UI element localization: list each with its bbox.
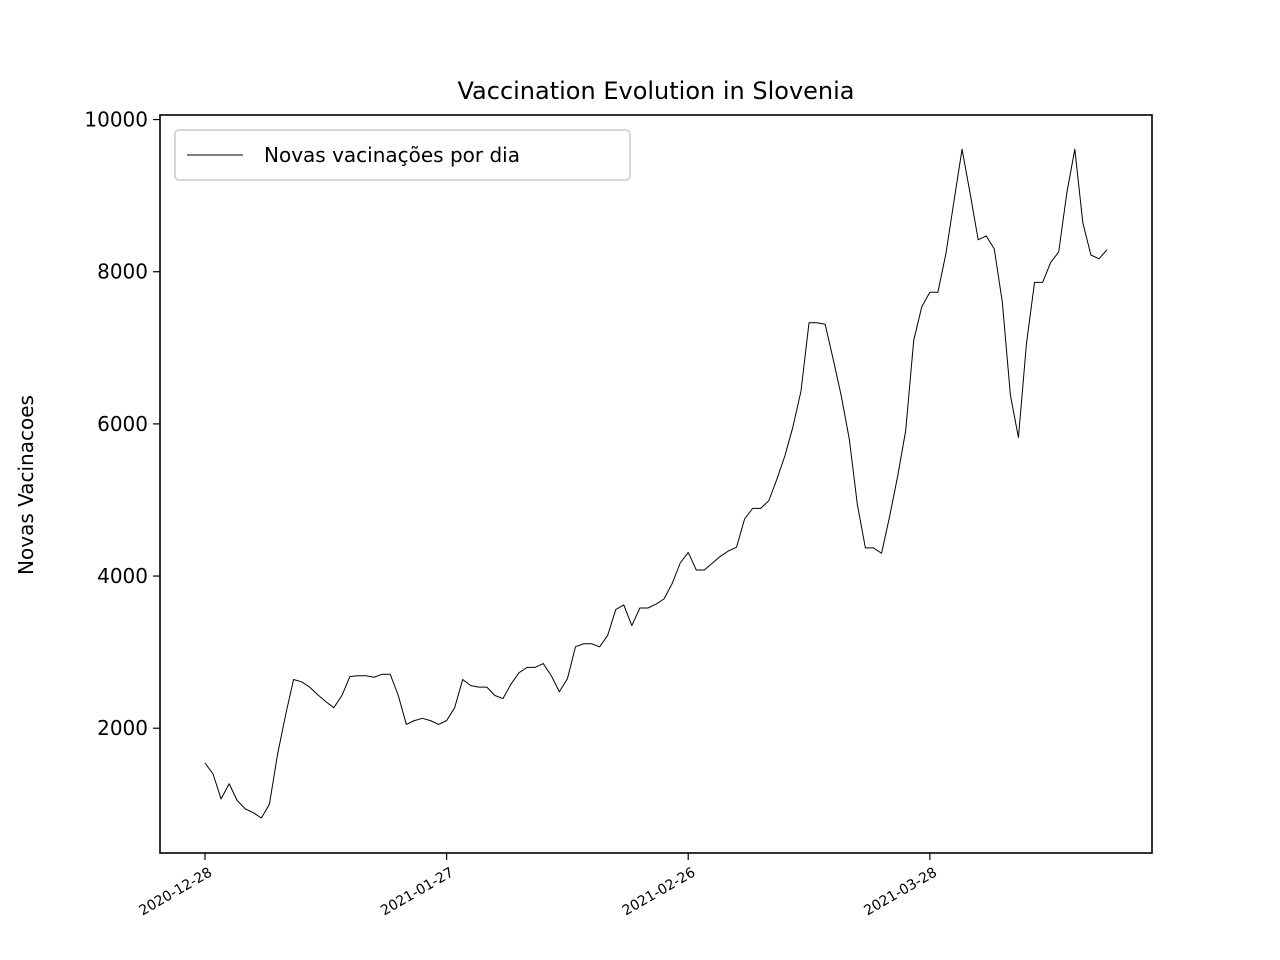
chart-title: Vaccination Evolution in Slovenia [457,77,854,105]
y-tick-label: 4000 [97,564,148,588]
plot-frame [159,114,1153,854]
y-tick-label: 6000 [97,412,148,436]
legend-box [174,129,631,181]
y-tick-label: 2000 [97,716,148,740]
y-tick-label: 10000 [84,108,148,132]
y-tick-label: 8000 [97,260,148,284]
y-axis-label: Novas Vacinacoes [14,395,38,575]
data-line [204,148,1108,819]
legend-label: Novas vacinações por dia [264,143,520,167]
